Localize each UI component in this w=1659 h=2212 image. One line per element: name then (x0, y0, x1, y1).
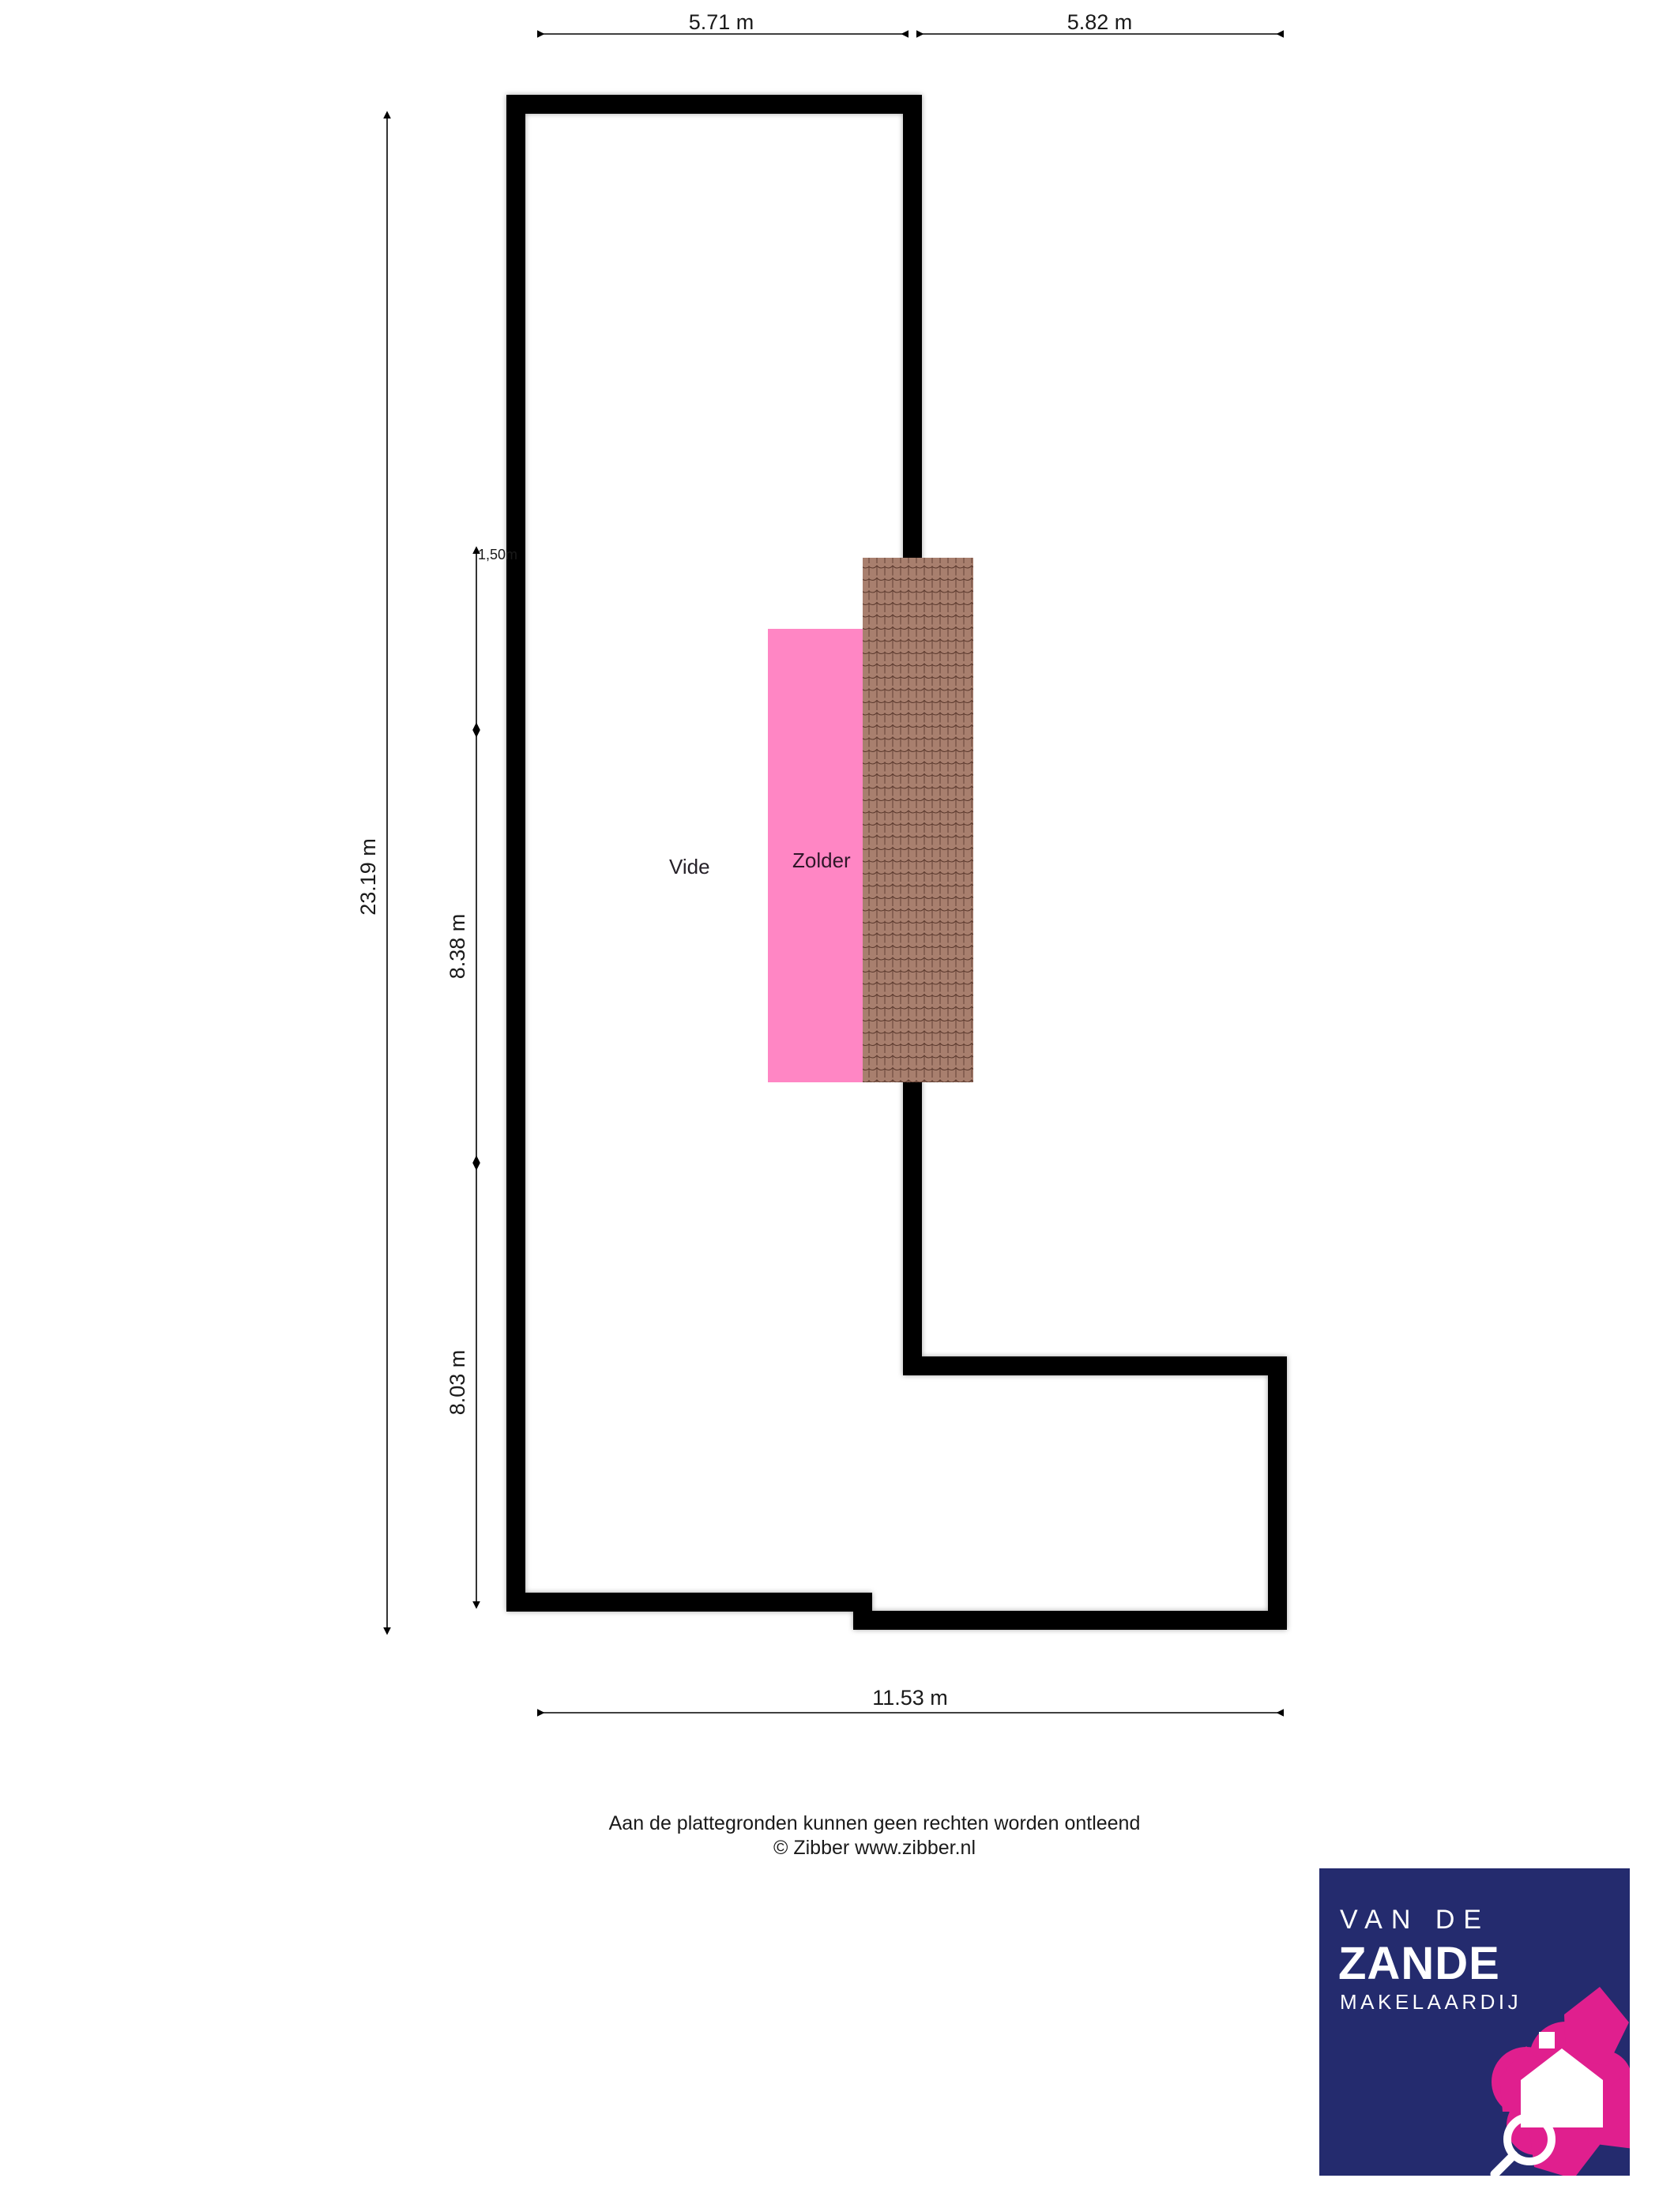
svg-text:MAKELAARDIJ: MAKELAARDIJ (1340, 1990, 1522, 2014)
svg-text:5.82 m: 5.82 m (1067, 10, 1133, 34)
svg-text:© Zibber www.zibber.nl: © Zibber www.zibber.nl (773, 1837, 976, 1859)
svg-text:Aan de plattegronden kunnen ge: Aan de plattegronden kunnen geen rechten… (609, 1812, 1141, 1834)
svg-text:11.53 m: 11.53 m (872, 1686, 948, 1710)
svg-text:1,50m: 1,50m (478, 547, 517, 562)
svg-text:8.03 m: 8.03 m (446, 1350, 469, 1416)
svg-text:5.71 m: 5.71 m (689, 10, 754, 34)
svg-text:23.19 m: 23.19 m (356, 838, 380, 916)
svg-text:ZANDE: ZANDE (1338, 1938, 1500, 1989)
svg-text:VAN DE: VAN DE (1340, 1905, 1490, 1935)
svg-text:Vide: Vide (669, 855, 710, 878)
svg-text:Zolder: Zolder (792, 848, 851, 872)
svg-text:8.38 m: 8.38 m (446, 914, 469, 980)
